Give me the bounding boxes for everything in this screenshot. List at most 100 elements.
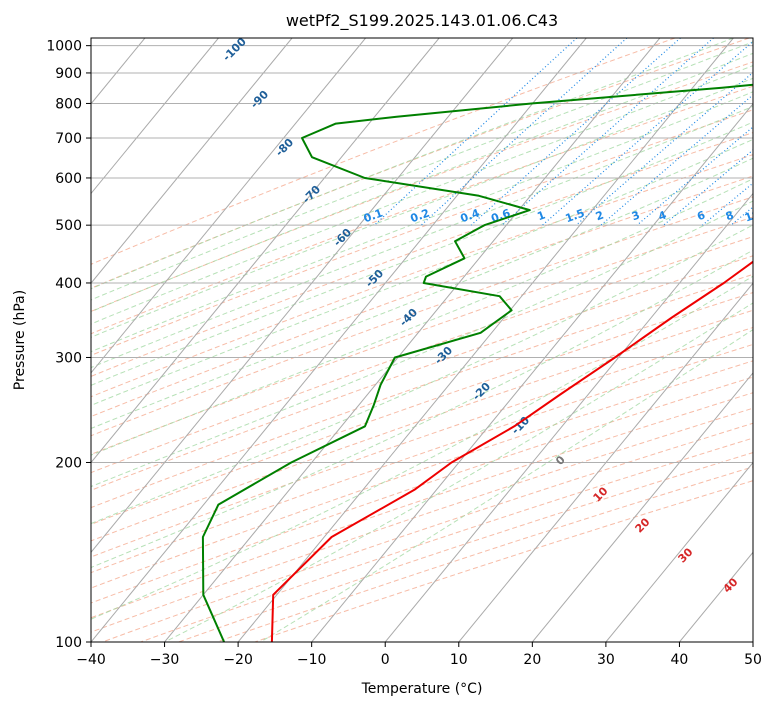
plot-frame xyxy=(90,37,754,643)
mixing-ratio-line xyxy=(702,182,753,226)
y-tick-label: 100 xyxy=(55,635,82,651)
x-tick-label: −30 xyxy=(150,652,180,668)
mixing-ratio-line xyxy=(575,71,753,226)
mixing-ratio-label: 8 xyxy=(724,208,736,223)
mixing-ratio-label: 6 xyxy=(695,208,707,223)
dry-adiabat xyxy=(91,255,753,491)
isotherm-line xyxy=(531,372,753,642)
isotherm-line xyxy=(752,641,753,642)
moist-adiabat xyxy=(91,52,753,313)
dry-adiabat xyxy=(91,175,753,418)
dewpoint-profile-line xyxy=(201,83,753,642)
dry-adiabat xyxy=(91,216,753,455)
x-axis: −40 −30 −20 −10 0 10 20 30 40 50 xyxy=(76,642,762,668)
y-tick-label: 500 xyxy=(55,218,82,234)
x-axis-title: Temperature (°C) xyxy=(361,681,483,697)
x-tick-label: 50 xyxy=(744,652,762,668)
dry-adiabat xyxy=(91,326,753,558)
x-tick-label: 10 xyxy=(450,652,468,668)
x-tick-label: −40 xyxy=(76,652,106,668)
moist-adiabat xyxy=(91,41,753,301)
dry-adiabat xyxy=(91,85,753,335)
isotherm-line xyxy=(311,103,753,642)
mixing-ratio-label: 0.2 xyxy=(409,206,432,225)
dry-adiabat xyxy=(216,466,753,642)
moist-adiabat xyxy=(164,302,753,642)
y-tick-label: 300 xyxy=(55,350,82,366)
isotherm-line xyxy=(91,38,587,642)
dry-adiabat xyxy=(91,292,753,525)
dry-adiabat xyxy=(91,38,676,265)
y-tick-label: 800 xyxy=(55,96,82,112)
moist-adiabat xyxy=(91,275,753,620)
y-tick-label: 400 xyxy=(55,276,82,292)
isotherm-line xyxy=(91,38,293,284)
isotherm-line xyxy=(458,282,753,642)
x-tick-label: 0 xyxy=(381,652,390,668)
x-tick-label: 40 xyxy=(671,652,689,668)
mixing-ratio-label: 3 xyxy=(630,208,642,223)
mixing-ratio-line xyxy=(663,149,753,226)
isotherm-line xyxy=(91,38,514,554)
dry-adiabat xyxy=(91,343,753,574)
isotherm-line xyxy=(679,551,753,642)
mixing-ratio-line xyxy=(470,38,681,226)
dry-adiabat xyxy=(254,480,753,642)
moist-adiabat xyxy=(91,249,753,569)
y-tick-label: 200 xyxy=(55,455,82,471)
mixing-ratio-line xyxy=(373,38,578,226)
mixing-ratio-label: 10 xyxy=(743,207,762,225)
x-tick-label: 30 xyxy=(597,652,615,668)
isotherm-label: 30 xyxy=(676,545,696,565)
plot-area: 0.10.20.40.611.52346810131620253036-100-… xyxy=(0,35,775,643)
isotherm-label: -90 xyxy=(248,88,271,111)
isotherm-label: -80 xyxy=(273,136,296,159)
temperature-profile-line xyxy=(270,260,753,642)
mixing-ratio-line xyxy=(420,38,628,226)
y-axis: 100 200 300 400 500 600 700 800 900 1000 xyxy=(46,39,91,651)
moist-adiabat xyxy=(260,329,753,642)
isotherm-label: -20 xyxy=(470,380,493,403)
isotherm-label: -60 xyxy=(331,226,354,249)
isotherm-line xyxy=(164,38,661,642)
isotherm-line xyxy=(384,192,753,642)
dry-adiabat xyxy=(91,38,750,289)
dry-adiabat xyxy=(91,132,753,377)
mixing-ratio-label: 2 xyxy=(594,208,606,223)
isotherm-label: 40 xyxy=(721,575,741,595)
isotherm-line xyxy=(237,38,734,642)
moist-adiabat xyxy=(91,178,753,456)
mixing-ratio-label: 1.5 xyxy=(564,206,587,225)
moist-adiabat xyxy=(91,138,753,406)
isotherm-label: -100 xyxy=(220,35,249,64)
x-tick-label: −20 xyxy=(223,652,253,668)
isotherm-line xyxy=(605,461,753,642)
mixing-ratio-line xyxy=(542,40,753,226)
mixing-ratio-label: 0.1 xyxy=(362,206,385,225)
dry-adiabat xyxy=(91,407,753,633)
moist-adiabat xyxy=(91,65,753,325)
mixing-ratio-label: 13 xyxy=(770,207,775,224)
chart-title: wetPf2_S199.2025.143.01.06.C43 xyxy=(286,11,558,31)
dry-adiabat xyxy=(91,392,753,619)
dry-adiabat xyxy=(102,422,753,642)
mixing-ratio-label: 4 xyxy=(657,208,669,223)
mixing-ratio-label: 1 xyxy=(535,208,547,223)
dry-adiabat xyxy=(91,61,753,312)
y-tick-label: 1000 xyxy=(46,39,82,55)
moist-adiabat xyxy=(91,91,753,353)
isotherm-line xyxy=(91,38,440,464)
y-tick-label: 700 xyxy=(55,131,82,147)
isotherm-line xyxy=(91,38,366,374)
isotherm-label: -30 xyxy=(432,344,455,367)
y-axis-title: Pressure (hPa) xyxy=(12,290,28,390)
x-tick-label: 20 xyxy=(523,652,541,668)
mixing-ratio-label: 0.4 xyxy=(459,206,482,225)
moist-adiabat xyxy=(91,38,734,290)
isotherm-line xyxy=(91,38,219,195)
isotherm-line xyxy=(0,38,71,642)
mixing-ratio-line xyxy=(501,38,714,226)
isotherm-label: 20 xyxy=(633,515,653,535)
isotherm-label: 10 xyxy=(591,484,611,504)
